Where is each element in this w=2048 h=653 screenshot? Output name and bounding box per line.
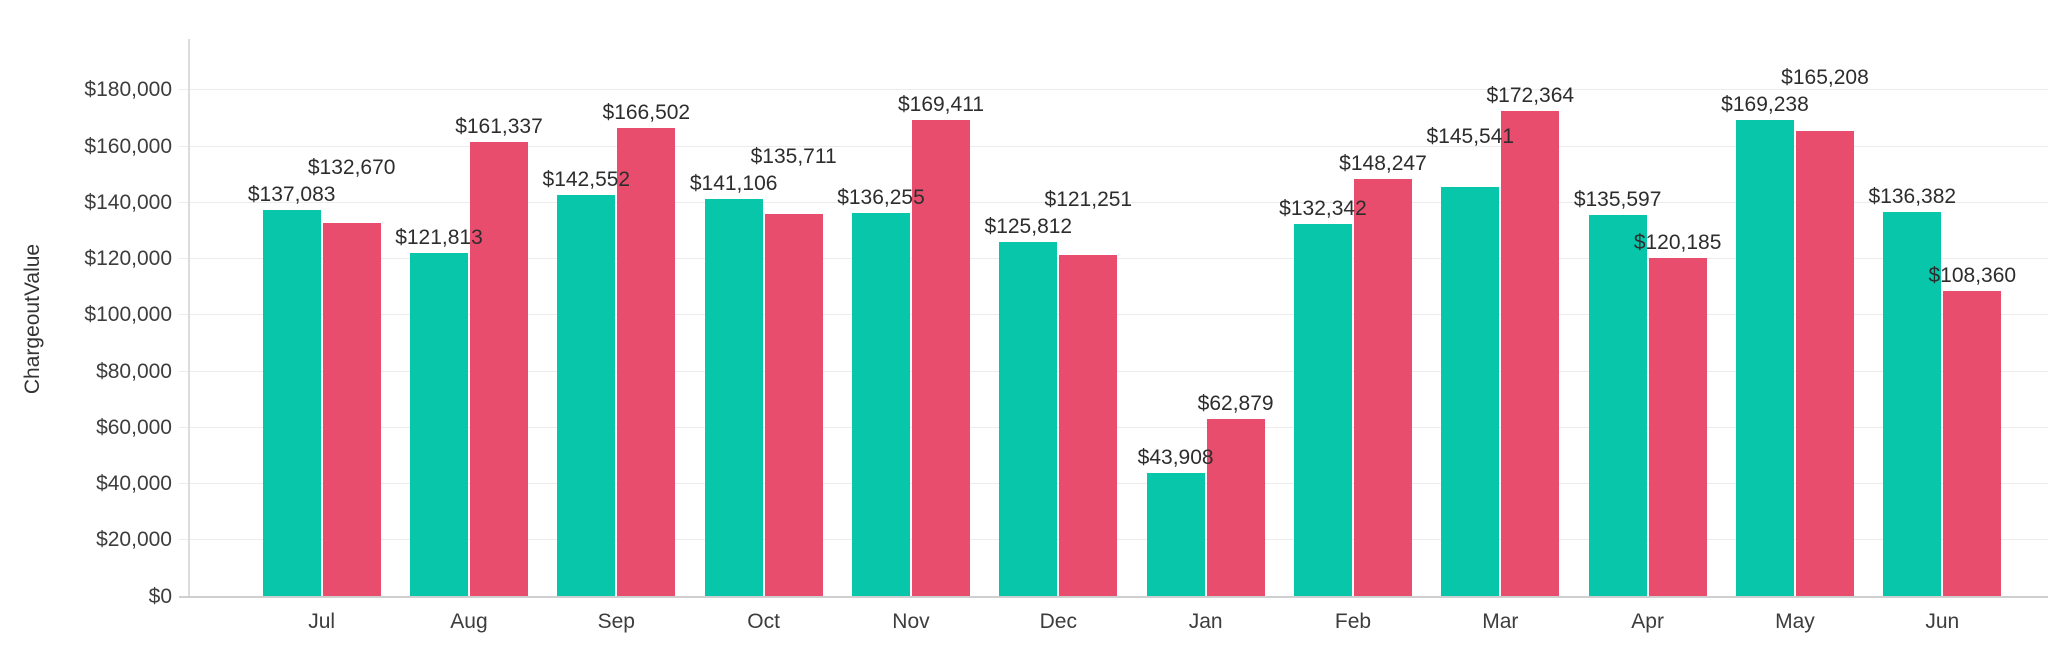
x-tick-label-dec: Dec <box>1039 610 1077 633</box>
value-label-dec-pink-series: $121,251 <box>1044 188 1133 212</box>
bar-mar-teal-series[interactable] <box>1441 186 1500 596</box>
y-tick-label: $140,000 <box>84 190 172 214</box>
bar-dec-teal-series[interactable] <box>999 242 1058 596</box>
bar-jul-teal-series[interactable] <box>262 210 321 596</box>
bar-sep-pink-series[interactable] <box>617 127 676 596</box>
bar-jan-teal-series[interactable] <box>1146 472 1205 596</box>
bar-mar-pink-series[interactable] <box>1501 111 1560 596</box>
bar-nov-teal-series[interactable] <box>851 212 910 596</box>
y-tick-label: $60,000 <box>96 415 172 439</box>
bar-nov-pink-series[interactable] <box>911 119 970 596</box>
value-label-sep-pink-series: $166,502 <box>602 100 691 124</box>
bar-aug-teal-series[interactable] <box>409 253 468 596</box>
gridline <box>179 145 2048 147</box>
bar-jun-teal-series[interactable] <box>1883 212 1942 596</box>
bar-oct-pink-series[interactable] <box>764 214 823 596</box>
value-label-jan-teal-series: $43,908 <box>1137 445 1214 469</box>
gridline <box>179 201 2048 203</box>
bar-jun-pink-series[interactable] <box>1943 291 2002 596</box>
value-label-oct-pink-series: $135,711 <box>750 145 837 169</box>
y-tick-label: $80,000 <box>96 359 172 383</box>
bar-feb-teal-series[interactable] <box>1293 223 1352 596</box>
x-tick-label-jul: Jul <box>308 610 336 633</box>
value-label-jun-teal-series: $136,382 <box>1868 185 1957 209</box>
x-tick-label-may: May <box>1775 610 1815 633</box>
y-tick-label: $100,000 <box>84 303 172 327</box>
value-label-sep-teal-series: $142,552 <box>542 168 631 192</box>
bar-oct-teal-series[interactable] <box>704 199 763 596</box>
value-label-nov-teal-series: $136,255 <box>837 185 925 209</box>
value-label-jul-pink-series: $132,670 <box>307 156 396 180</box>
x-tick-label-mar: Mar <box>1482 610 1519 633</box>
x-tick-label-feb: Feb <box>1334 610 1372 633</box>
x-tick-label-apr: Apr <box>1631 610 1664 633</box>
x-tick-label-jan: Jan <box>1188 610 1223 633</box>
value-label-feb-pink-series: $148,247 <box>1339 152 1427 176</box>
value-label-aug-pink-series: $161,337 <box>455 115 543 139</box>
value-label-apr-pink-series: $120,185 <box>1633 230 1722 254</box>
value-label-jun-pink-series: $108,360 <box>1928 264 2017 288</box>
y-tick-label: $20,000 <box>96 528 172 552</box>
value-label-feb-teal-series: $132,342 <box>1279 196 1367 220</box>
y-tick-label: $120,000 <box>84 247 172 270</box>
bar-apr-teal-series[interactable] <box>1588 214 1647 596</box>
y-tick-label: $160,000 <box>84 134 172 158</box>
bar-feb-pink-series[interactable] <box>1353 179 1412 596</box>
x-tick-label-oct: Oct <box>747 610 780 633</box>
x-tick-label-nov: Nov <box>892 610 930 633</box>
value-label-nov-pink-series: $169,411 <box>897 92 984 116</box>
bar-may-teal-series[interactable] <box>1735 120 1794 596</box>
y-axis-title: ChargeoutValue <box>21 243 44 395</box>
y-tick-label: $40,000 <box>96 472 172 495</box>
value-label-dec-teal-series: $125,812 <box>984 215 1073 239</box>
value-label-may-teal-series: $169,238 <box>1721 93 1809 117</box>
value-label-oct-teal-series: $141,106 <box>689 172 778 196</box>
x-tick-label-sep: Sep <box>597 610 635 633</box>
value-label-apr-teal-series: $135,597 <box>1573 187 1662 211</box>
bar-aug-pink-series[interactable] <box>469 142 528 596</box>
y-tick-label: $180,000 <box>84 78 172 102</box>
value-label-mar-teal-series: $145,541 <box>1426 125 1515 149</box>
value-label-mar-pink-series: $172,364 <box>1486 84 1575 108</box>
value-label-jul-teal-series: $137,083 <box>247 183 336 207</box>
bar-sep-teal-series[interactable] <box>557 195 616 596</box>
bar-jul-pink-series[interactable] <box>322 222 381 596</box>
value-label-may-pink-series: $165,208 <box>1781 66 1869 90</box>
x-axis-line <box>179 596 2048 598</box>
bar-apr-pink-series[interactable] <box>1648 257 1707 596</box>
bar-may-pink-series[interactable] <box>1795 131 1854 596</box>
x-tick-label-aug: Aug <box>450 610 488 633</box>
value-label-aug-teal-series: $121,813 <box>395 226 483 250</box>
gridline <box>179 89 2048 91</box>
y-tick-label: $0 <box>148 584 172 608</box>
bar-jan-pink-series[interactable] <box>1206 419 1265 596</box>
y-axis-line <box>188 39 190 596</box>
bar-dec-pink-series[interactable] <box>1059 254 1118 596</box>
value-label-jan-pink-series: $62,879 <box>1197 392 1274 416</box>
x-tick-label-jun: Jun <box>1925 610 1960 633</box>
